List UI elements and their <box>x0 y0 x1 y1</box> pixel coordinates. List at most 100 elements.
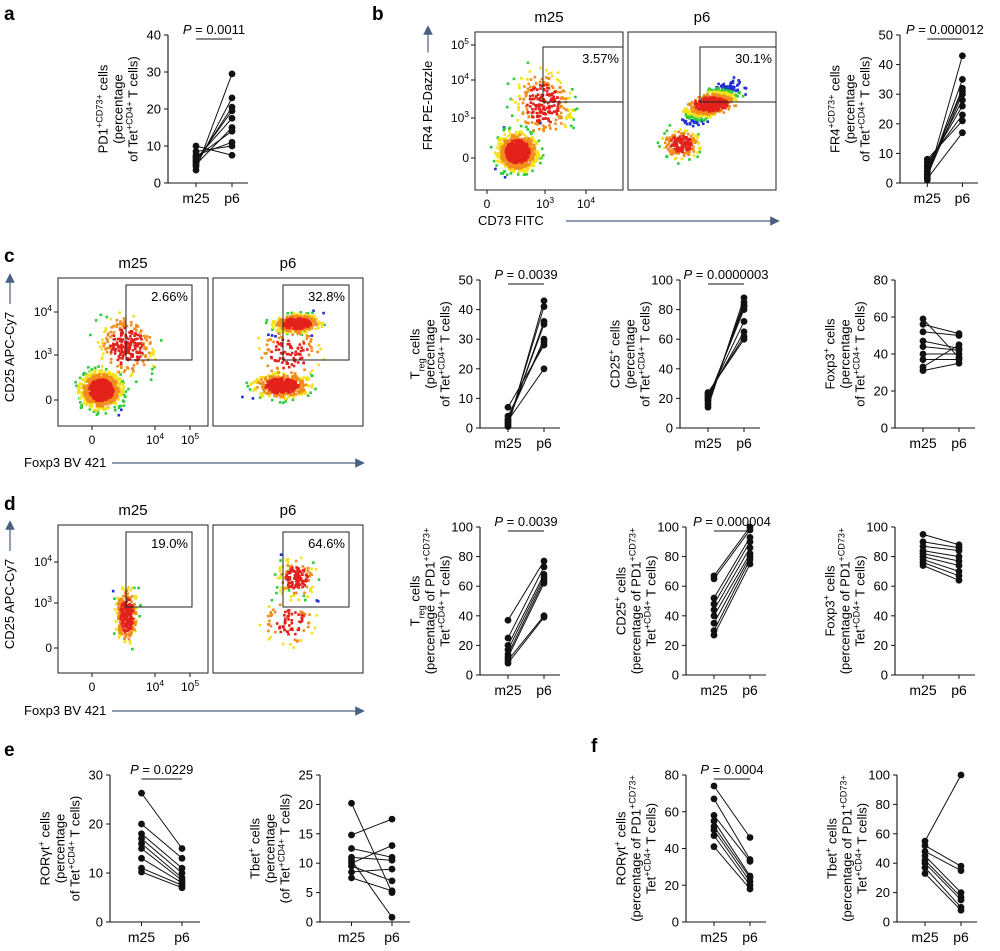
event-dot <box>133 327 136 330</box>
event-dot <box>517 106 520 109</box>
event-dot <box>283 619 287 623</box>
event-dot <box>270 382 273 385</box>
event-dot <box>737 82 740 86</box>
event-dot <box>506 141 510 144</box>
event-dot <box>109 335 112 339</box>
event-dot <box>120 622 124 626</box>
event-dot <box>527 166 530 170</box>
event-dot <box>713 113 716 117</box>
event-dot <box>288 576 292 579</box>
event-dot <box>705 116 708 120</box>
event-dot <box>276 321 280 324</box>
event-dot <box>269 338 272 342</box>
event-dot <box>130 355 133 358</box>
flow-y-tick-label: 0 <box>45 641 52 655</box>
event-dot <box>686 139 690 143</box>
event-dot <box>259 375 262 379</box>
event-dot <box>529 78 533 81</box>
event-dot <box>529 139 533 142</box>
event-dot <box>284 385 287 388</box>
event-dot <box>79 397 82 400</box>
event-dot <box>147 351 151 355</box>
event-dot <box>510 164 514 168</box>
event-dot <box>528 97 532 101</box>
event-dot <box>512 135 515 138</box>
event-dot <box>536 97 540 101</box>
event-dot <box>734 98 738 102</box>
event-dot <box>508 129 511 133</box>
event-dot <box>298 379 302 383</box>
event-dot <box>685 129 689 133</box>
data-point-m25 <box>923 155 931 163</box>
gate-percentage: 19.0% <box>151 536 188 551</box>
event-dot <box>284 327 287 330</box>
event-dot <box>119 626 123 630</box>
event-dot <box>503 151 507 155</box>
event-dot <box>123 636 126 640</box>
event-dot <box>304 598 307 602</box>
event-dot <box>80 394 84 398</box>
event-dot <box>95 409 99 412</box>
event-dot <box>104 399 108 403</box>
event-dot <box>310 349 314 352</box>
event-dot <box>733 104 736 108</box>
event-dot <box>291 583 294 586</box>
event-dot <box>119 404 123 408</box>
event-dot <box>80 403 83 407</box>
event-dot <box>530 132 533 135</box>
event-dot <box>280 321 284 325</box>
event-dot <box>121 331 125 335</box>
event-dot <box>546 101 550 105</box>
event-dot <box>267 384 271 387</box>
event-dot <box>290 612 294 616</box>
event-dot <box>289 385 293 389</box>
event-dot <box>270 356 273 360</box>
event-dot <box>513 139 516 142</box>
event-dot <box>695 121 699 124</box>
event-dot <box>96 386 100 390</box>
event-dot <box>538 83 542 87</box>
event-dot <box>277 327 281 330</box>
event-dot <box>724 87 728 91</box>
event-dot <box>114 348 118 351</box>
event-dot <box>506 161 510 164</box>
event-dot <box>518 132 522 135</box>
event-dot <box>113 338 117 341</box>
event-dot <box>551 86 555 90</box>
event-dot <box>730 95 733 99</box>
event-dot <box>302 629 306 632</box>
event-dot <box>666 138 670 141</box>
event-dot <box>121 356 125 359</box>
event-dot <box>296 575 299 579</box>
event-dot <box>103 386 107 390</box>
event-dot <box>700 120 703 123</box>
event-dot <box>116 364 119 368</box>
event-dot <box>524 91 527 94</box>
event-dot <box>676 145 679 149</box>
event-dot <box>687 132 690 136</box>
event-dot <box>290 327 294 331</box>
event-dot <box>536 88 539 91</box>
event-dot <box>282 401 285 405</box>
event-dot <box>554 127 558 131</box>
event-dot <box>121 621 125 624</box>
event-dot <box>306 384 309 387</box>
event-dot <box>123 629 126 632</box>
event-dot <box>689 135 693 138</box>
event-dot <box>518 86 521 90</box>
event-dot <box>136 355 139 359</box>
event-dot <box>288 329 292 332</box>
event-dot <box>132 370 135 373</box>
event-dot <box>666 144 669 147</box>
event-dot <box>123 326 126 330</box>
event-dot <box>106 376 110 379</box>
event-dot <box>302 349 305 352</box>
event-dot <box>278 321 282 324</box>
gate-box <box>282 531 350 608</box>
event-dot <box>656 141 660 145</box>
event-dot <box>287 612 291 615</box>
event-dot <box>522 173 526 176</box>
event-dot <box>547 87 551 90</box>
event-dot <box>283 610 287 614</box>
